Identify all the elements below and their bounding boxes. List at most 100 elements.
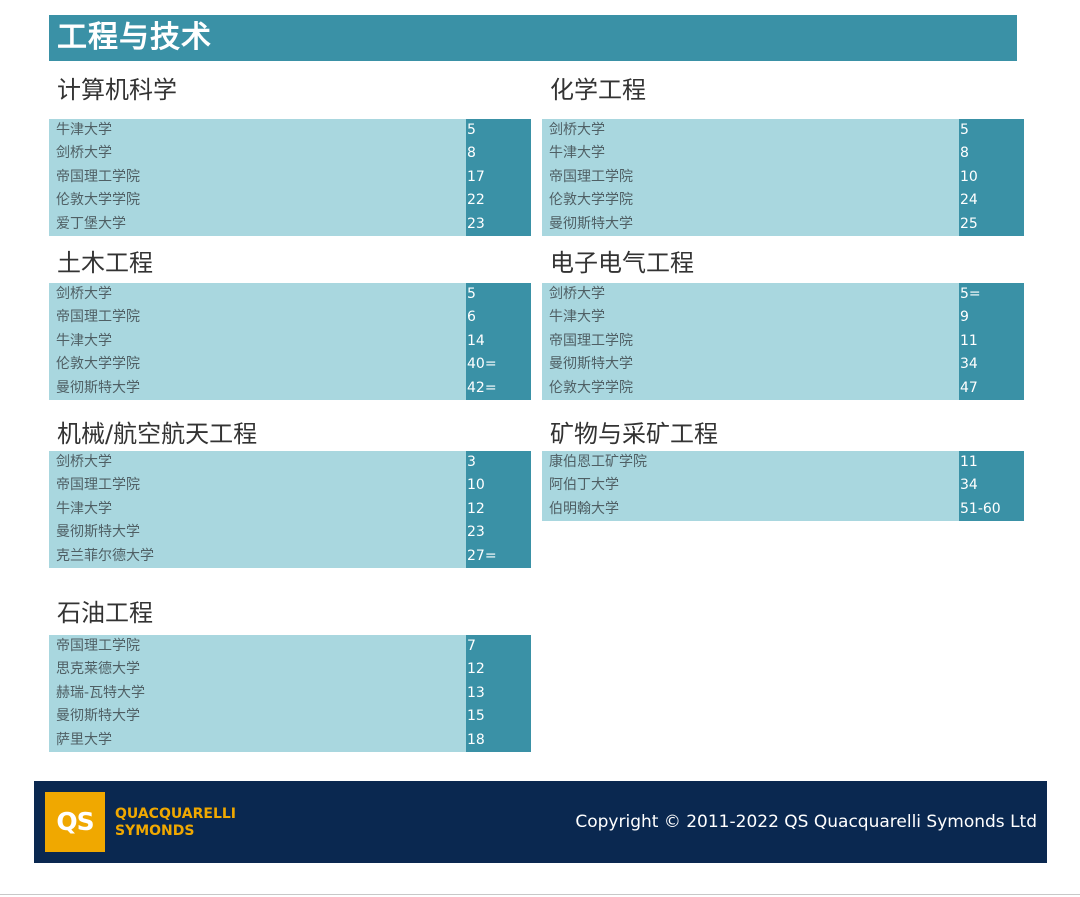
rank-value: 34 bbox=[959, 474, 1024, 498]
section-title: 机械/航空航天工程 bbox=[57, 420, 258, 448]
university-name: 爱丁堡大学 bbox=[49, 212, 466, 237]
table-row: 剑桥大学 3 bbox=[49, 451, 531, 475]
table-row: 帝国理工学院 17 bbox=[49, 165, 531, 190]
rank-value: 9 bbox=[959, 306, 1024, 330]
table-row: 爱丁堡大学 23 bbox=[49, 212, 531, 237]
table-row: 思克莱德大学 12 bbox=[49, 658, 531, 682]
university-name: 剑桥大学 bbox=[49, 142, 466, 166]
table-row: 伦敦大学学院 47 bbox=[542, 376, 1024, 401]
university-name: 阿伯丁大学 bbox=[542, 474, 959, 498]
table-row: 康伯恩工矿学院 11 bbox=[542, 451, 1024, 475]
section-petroleum-engineering: 石油工程 帝国理工学院 7 思克莱德大学 12 赫瑞-瓦特大学 13 曼彻斯特大学 15… bbox=[49, 597, 531, 753]
bottom-divider bbox=[0, 894, 1080, 895]
section-mechanical-aerospace-engineering: 机械/航空航天工程 剑桥大学 3 帝国理工学院 10 牛津大学 12 曼彻斯特大学 23… bbox=[49, 418, 531, 569]
table-row: 剑桥大学 8 bbox=[49, 142, 531, 166]
university-name: 伦敦大学学院 bbox=[49, 353, 466, 377]
table-row: 曼彻斯特大学 34 bbox=[542, 353, 1024, 377]
rank-value: 5 bbox=[466, 283, 531, 307]
university-name: 帝国理工学院 bbox=[49, 635, 466, 659]
brand-line-1: QUACQUARELLI bbox=[115, 806, 237, 822]
university-name: 牛津大学 bbox=[49, 329, 466, 354]
university-name: 伯明翰大学 bbox=[542, 497, 959, 522]
rank-value: 47 bbox=[959, 376, 1024, 401]
brand-line-2: SYMONDS bbox=[115, 823, 195, 839]
section-mineral-mining-engineering: 矿物与采矿工程 康伯恩工矿学院 11 阿伯丁大学 34 伯明翰大学 51-60 bbox=[542, 418, 1024, 522]
page-title: 工程与技术 bbox=[49, 15, 1017, 61]
rank-value: 10 bbox=[959, 165, 1024, 190]
section-title: 土木工程 bbox=[57, 249, 153, 277]
rank-value: 10 bbox=[466, 474, 531, 498]
university-name: 思克莱德大学 bbox=[49, 658, 466, 682]
table-row: 牛津大学 5 bbox=[49, 119, 531, 143]
rank-value: 7 bbox=[466, 635, 531, 659]
rank-value: 11 bbox=[959, 451, 1024, 475]
university-name: 曼彻斯特大学 bbox=[542, 353, 959, 377]
table-row: 克兰菲尔德大学 27= bbox=[49, 544, 531, 569]
rank-value: 18 bbox=[466, 728, 531, 753]
qs-logo: QS bbox=[45, 792, 105, 852]
university-name: 曼彻斯特大学 bbox=[49, 521, 466, 545]
rank-value: 5 bbox=[466, 119, 531, 143]
university-name: 伦敦大学学院 bbox=[542, 376, 959, 401]
university-name: 帝国理工学院 bbox=[542, 165, 959, 190]
table-row: 曼彻斯特大学 25 bbox=[542, 212, 1024, 237]
rank-value: 17 bbox=[466, 165, 531, 190]
table-row: 赫瑞-瓦特大学 13 bbox=[49, 681, 531, 706]
ranking-table: 牛津大学 5 剑桥大学 8 帝国理工学院 17 伦敦大学学院 22 爱丁堡大学 23 bbox=[49, 119, 531, 237]
university-name: 伦敦大学学院 bbox=[542, 189, 959, 213]
university-name: 帝国理工学院 bbox=[49, 474, 466, 498]
university-name: 剑桥大学 bbox=[49, 283, 466, 307]
table-row: 牛津大学 14 bbox=[49, 329, 531, 354]
rank-value: 24 bbox=[959, 189, 1024, 213]
table-row: 牛津大学 8 bbox=[542, 142, 1024, 166]
rank-value: 12 bbox=[466, 658, 531, 682]
section-title: 电子电气工程 bbox=[550, 249, 694, 277]
rank-value: 3 bbox=[466, 451, 531, 475]
university-name: 康伯恩工矿学院 bbox=[542, 451, 959, 475]
university-name: 曼彻斯特大学 bbox=[49, 705, 466, 729]
university-name: 克兰菲尔德大学 bbox=[49, 544, 466, 569]
university-name: 伦敦大学学院 bbox=[49, 189, 466, 213]
rank-value: 22 bbox=[466, 189, 531, 213]
footer-bar: QS QUACQUARELLI SYMONDS Copyright © 2011… bbox=[34, 781, 1047, 863]
university-name: 帝国理工学院 bbox=[49, 306, 466, 330]
table-row: 帝国理工学院 10 bbox=[542, 165, 1024, 190]
rank-value: 14 bbox=[466, 329, 531, 354]
table-row: 曼彻斯特大学 15 bbox=[49, 705, 531, 729]
section-electrical-engineering: 电子电气工程 剑桥大学 5= 牛津大学 9 帝国理工学院 11 曼彻斯特大学 34 伦敦… bbox=[542, 247, 1024, 401]
rank-value: 8 bbox=[466, 142, 531, 166]
university-name: 剑桥大学 bbox=[542, 119, 959, 143]
university-name: 牛津大学 bbox=[49, 119, 466, 143]
section-title: 矿物与采矿工程 bbox=[550, 420, 718, 448]
university-name: 帝国理工学院 bbox=[49, 165, 466, 190]
rank-value: 23 bbox=[466, 521, 531, 545]
table-row: 帝国理工学院 7 bbox=[49, 635, 531, 659]
rank-value: 15 bbox=[466, 705, 531, 729]
rank-value: 8 bbox=[959, 142, 1024, 166]
university-name: 赫瑞-瓦特大学 bbox=[49, 681, 466, 706]
table-row: 剑桥大学 5 bbox=[542, 119, 1024, 143]
section-title: 计算机科学 bbox=[57, 76, 177, 104]
section-computer-science: 计算机科学 牛津大学 5 剑桥大学 8 帝国理工学院 17 伦敦大学学院 22 爱丁堡大… bbox=[49, 74, 531, 237]
table-row: 萨里大学 18 bbox=[49, 728, 531, 753]
rank-value: 25 bbox=[959, 212, 1024, 237]
rank-value: 40= bbox=[466, 353, 531, 377]
rank-value: 42= bbox=[466, 376, 531, 401]
ranking-table: 剑桥大学 5= 牛津大学 9 帝国理工学院 11 曼彻斯特大学 34 伦敦大学学院 47 bbox=[542, 283, 1024, 401]
copyright-text: Copyright © 2011-2022 QS Quacquarelli Sy… bbox=[575, 812, 1037, 832]
rank-value: 5 bbox=[959, 119, 1024, 143]
university-name: 牛津大学 bbox=[542, 306, 959, 330]
ranking-table: 康伯恩工矿学院 11 阿伯丁大学 34 伯明翰大学 51-60 bbox=[542, 451, 1024, 522]
table-row: 阿伯丁大学 34 bbox=[542, 474, 1024, 498]
brand-name: QUACQUARELLI SYMONDS bbox=[115, 806, 236, 840]
table-row: 牛津大学 9 bbox=[542, 306, 1024, 330]
section-civil-engineering: 土木工程 剑桥大学 5 帝国理工学院 6 牛津大学 14 伦敦大学学院 40= 曼彻斯特… bbox=[49, 247, 531, 401]
university-name: 曼彻斯特大学 bbox=[49, 376, 466, 401]
rank-value: 23 bbox=[466, 212, 531, 237]
university-name: 牛津大学 bbox=[542, 142, 959, 166]
table-row: 伦敦大学学院 40= bbox=[49, 353, 531, 377]
university-name: 帝国理工学院 bbox=[542, 329, 959, 354]
university-name: 剑桥大学 bbox=[49, 451, 466, 475]
ranking-table: 剑桥大学 5 帝国理工学院 6 牛津大学 14 伦敦大学学院 40= 曼彻斯特大学 42= bbox=[49, 283, 531, 401]
rank-value: 13 bbox=[466, 681, 531, 706]
